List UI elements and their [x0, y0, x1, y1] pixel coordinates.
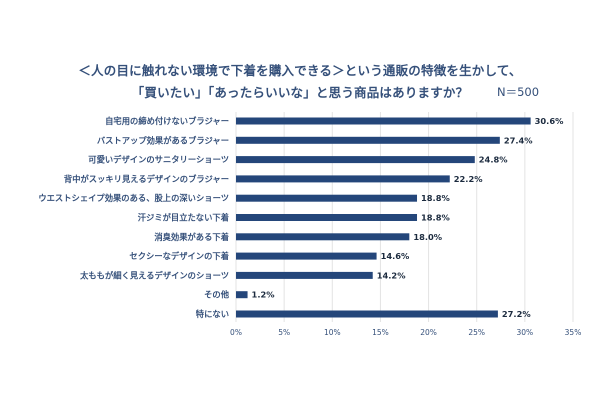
category-label: 汗ジミが目立たない下着 [138, 213, 229, 223]
x-tick-label: 15% [372, 328, 389, 337]
bar [236, 117, 531, 125]
bar [236, 233, 410, 241]
category-label: 可愛いデザインのサニタリーショーツ [88, 155, 229, 165]
data-label: 27.4% [504, 135, 533, 145]
bar [236, 136, 500, 144]
data-label: 30.6% [535, 116, 564, 126]
x-tick-label: 0% [230, 328, 242, 337]
bar [236, 194, 418, 202]
category-label: 特にない [196, 309, 229, 319]
data-label: 27.2% [502, 309, 531, 319]
category-label: 太ももが細く見えるデザインのショーツ [80, 270, 229, 280]
category-label: その他 [204, 290, 230, 300]
category-label: 消臭効果がある下着 [154, 232, 229, 242]
data-label: 18.0% [413, 232, 442, 242]
data-label: 14.2% [377, 270, 406, 280]
x-tick-label: 5% [278, 328, 290, 337]
chart-title-line-2: 「買いたい」「あったらいいな」と思う商品はありますか？ [131, 85, 469, 100]
bar [236, 310, 498, 318]
bar [236, 156, 475, 164]
category-label: バストアップ効果があるブラジャー [97, 135, 229, 145]
data-label: 24.8% [479, 155, 508, 165]
chart-title-line-1: ＜人の目に触れない環境で下着を購入できる＞という通販の特徴を生かして、 [78, 63, 522, 78]
data-label: 14.6% [381, 251, 410, 261]
x-tick-label: 10% [324, 328, 341, 337]
category-label: 自宅用の締め付けないブラジャー [105, 116, 229, 126]
data-label: 1.2% [252, 290, 276, 300]
category-label: 背中がスッキリ見えるデザインのブラジャー [64, 174, 229, 184]
bar [236, 252, 377, 260]
category-label: ウエストシェイプ効果のある、股上の深いショーツ [38, 193, 229, 203]
sample-size-label: N＝500 [497, 85, 540, 99]
bar [236, 291, 248, 299]
data-label: 18.8% [421, 193, 450, 203]
x-tick-label: 25% [468, 328, 485, 337]
data-label: 18.8% [421, 213, 450, 223]
x-tick-label: 30% [517, 328, 534, 337]
x-tick-label: 35% [565, 328, 582, 337]
bar [236, 214, 418, 221]
bar [236, 175, 450, 183]
x-tick-label: 20% [420, 328, 437, 337]
category-label: セクシーなデザインの下着 [129, 251, 229, 261]
data-label: 22.2% [454, 174, 483, 184]
bar [236, 271, 373, 279]
